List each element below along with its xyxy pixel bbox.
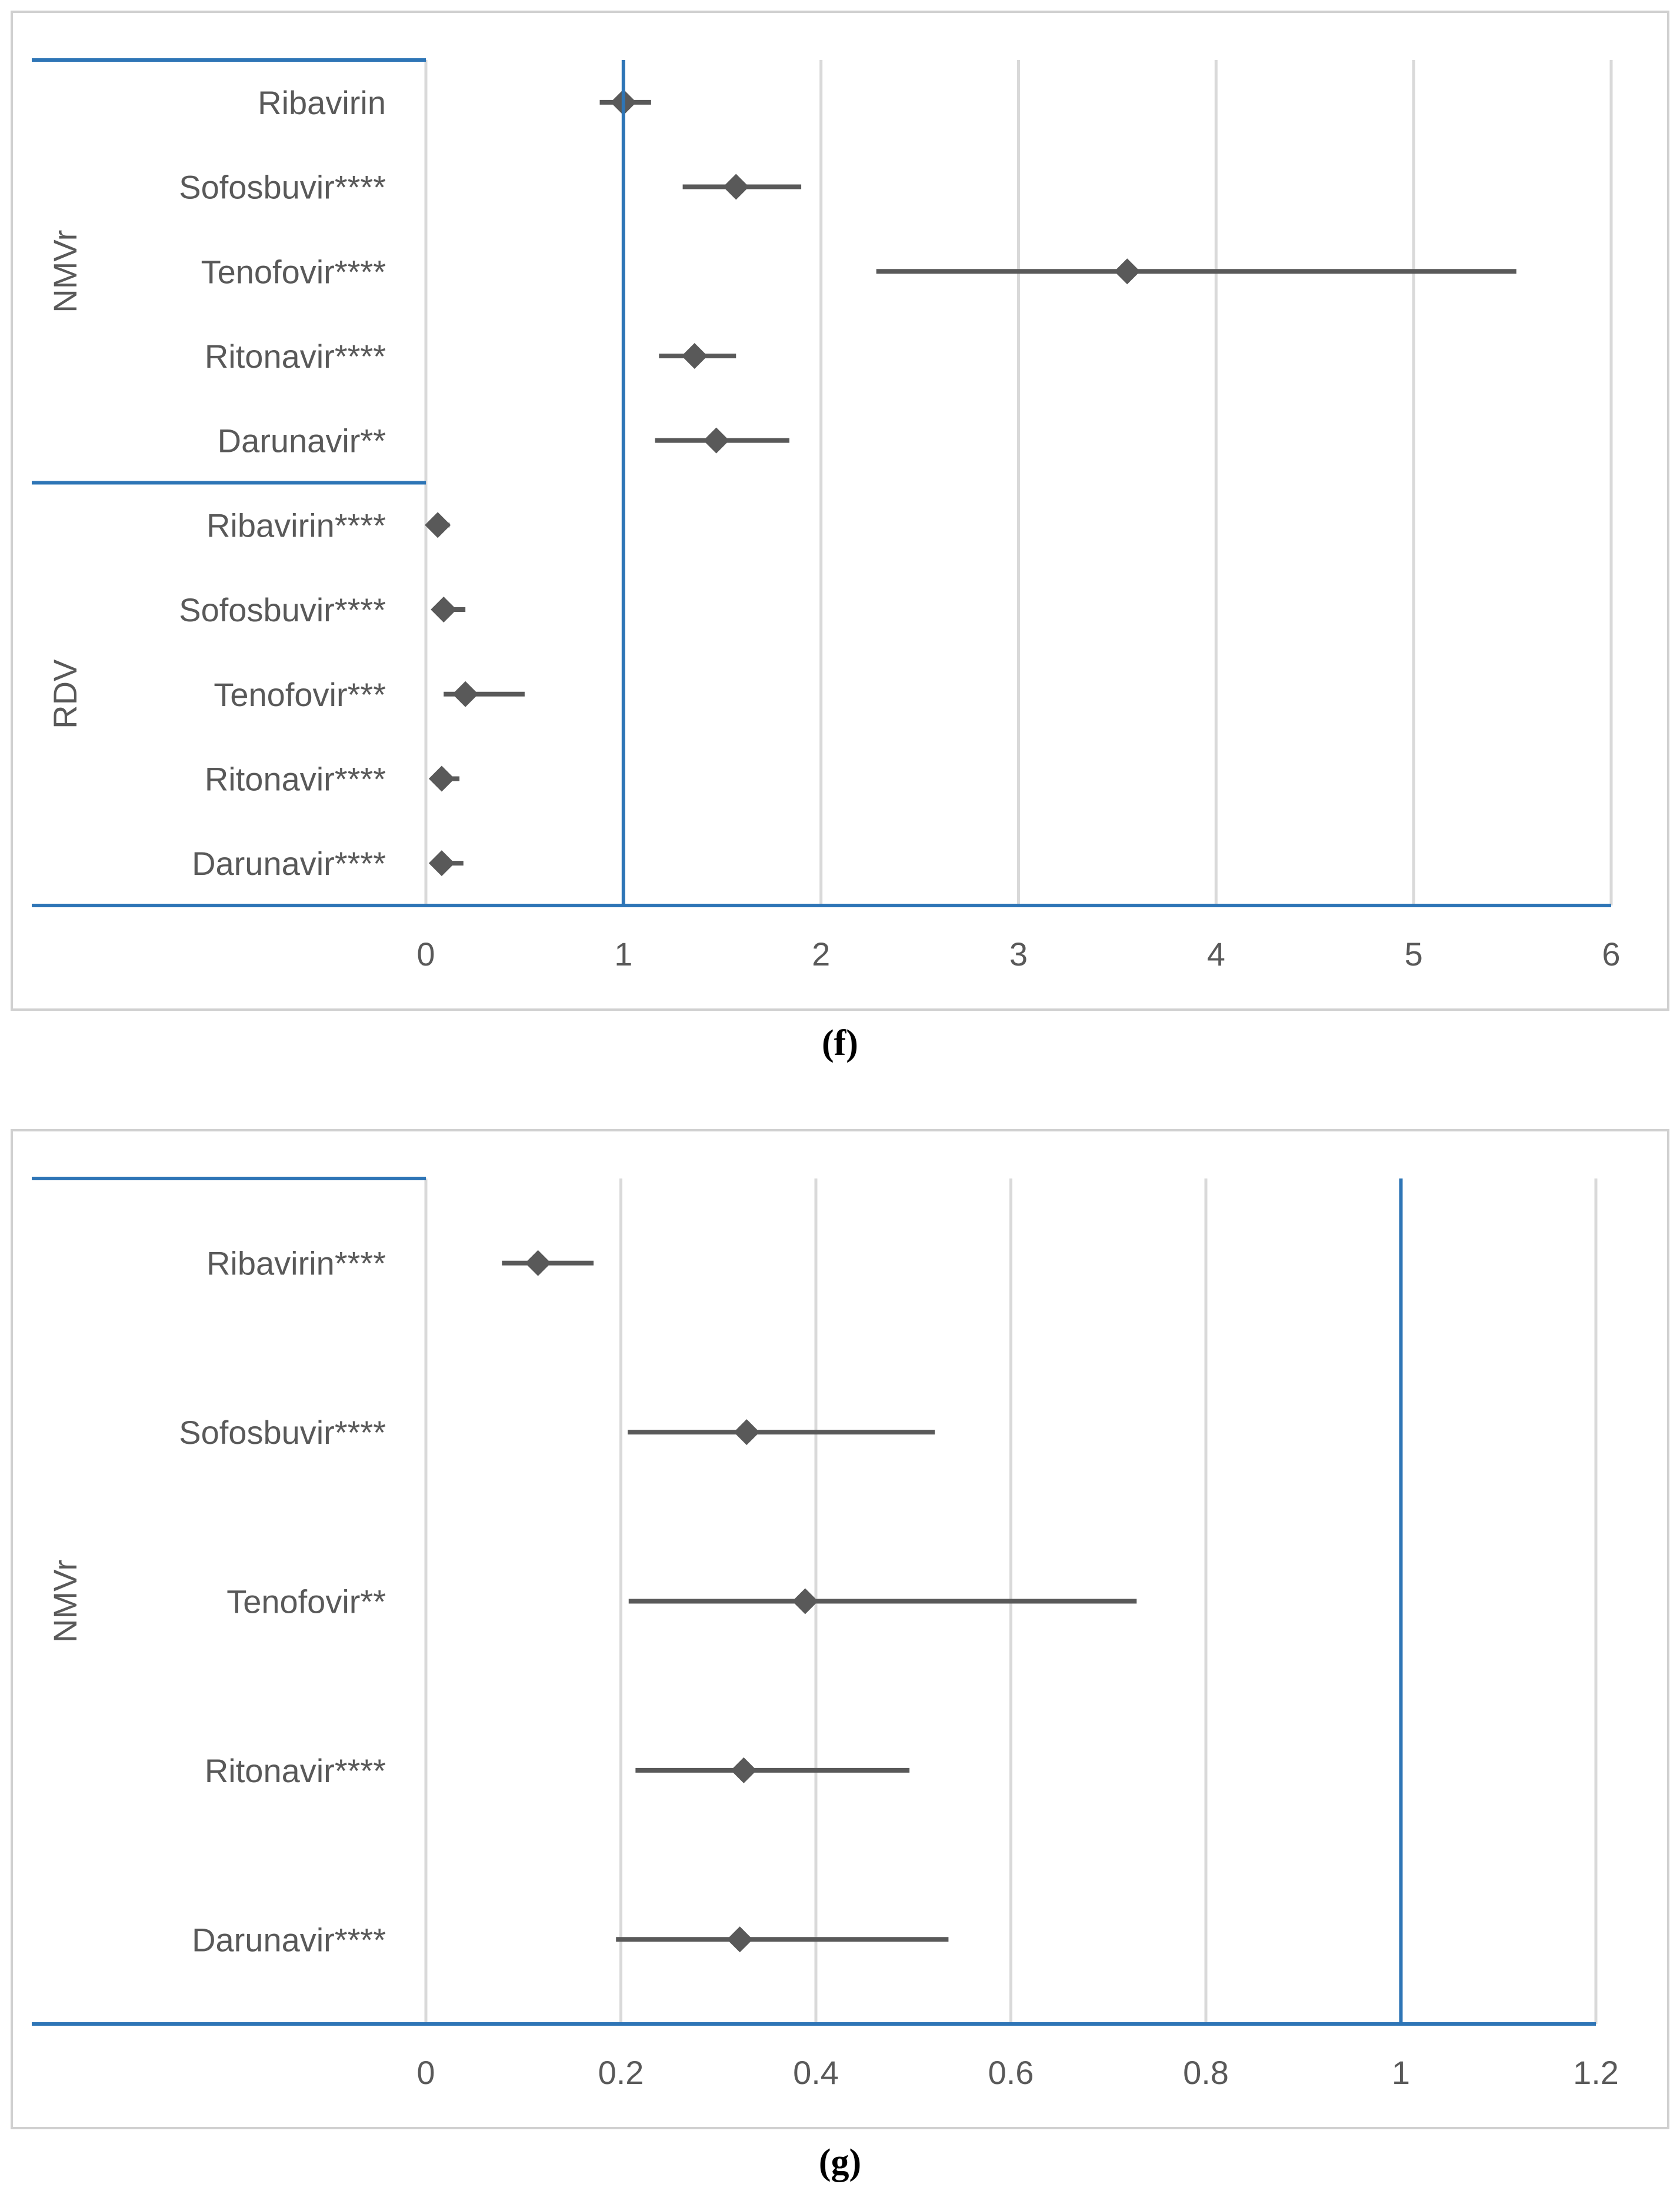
row-label: Sofosbuvir**** [179, 169, 386, 206]
chart-panel-f: 0 1 2 3 4 5 6 NMVr RDV Ribavirin Sofosbuvir**** Ten… [11, 11, 1669, 1011]
point-estimate-marker [731, 1757, 757, 1783]
row-label: Tenofovir** [226, 1583, 386, 1620]
point-estimate-marker [452, 681, 479, 707]
x-tick-label: 1.2 [1573, 2054, 1619, 2091]
point-estimate-marker [681, 342, 708, 369]
row-label: Sofosbuvir**** [179, 1414, 386, 1451]
point-estimate-marker [726, 1926, 753, 1953]
point-estimate-marker [431, 597, 457, 623]
point-estimate-marker [428, 850, 455, 877]
point-estimate-marker [428, 765, 455, 792]
x-tick-label: 1 [614, 935, 632, 973]
row-label: Ritonavir**** [205, 760, 386, 797]
row-label: Ritonavir**** [205, 1752, 386, 1789]
row-label: Darunavir** [218, 422, 386, 460]
row-label: Ribavirin**** [206, 1245, 386, 1282]
row-label: Tenofovir**** [201, 253, 386, 290]
row-label: Ritonavir**** [205, 338, 386, 375]
row-label: Sofosbuvir**** [179, 591, 386, 628]
x-tick-label: 5 [1405, 935, 1423, 973]
row-label: Darunavir**** [192, 1921, 386, 1958]
x-tick-label: 0.8 [1183, 2054, 1229, 2091]
caption-g: (g) [818, 2142, 862, 2182]
x-tick-label: 0 [416, 935, 435, 973]
chart-panel-g: 0 0.2 0.4 0.6 0.8 1 1.2 NMVr Ribavirin**** Sofosb… [11, 1129, 1669, 2129]
point-estimate-marker [723, 174, 749, 200]
x-tick-label: 3 [1009, 935, 1028, 973]
point-estimate-marker [703, 427, 729, 454]
row-label: Darunavir**** [192, 845, 386, 882]
forest-plot-f: 0 1 2 3 4 5 6 NMVr RDV Ribavirin Sofosbuvir**** Ten… [32, 58, 1621, 973]
point-estimate-marker [525, 1250, 551, 1276]
point-estimate-marker [425, 512, 451, 538]
x-tick-label: 0.2 [598, 2054, 644, 2091]
row-label: Ribavirin**** [206, 507, 386, 544]
x-tick-label: 6 [1602, 935, 1620, 973]
group-label-rdv: RDV [46, 659, 84, 729]
caption-f: (f) [822, 1023, 858, 1063]
x-tick-label: 0.6 [988, 2054, 1034, 2091]
point-estimate-marker [734, 1419, 760, 1446]
point-estimate-marker [792, 1588, 818, 1614]
point-estimate-marker [1114, 258, 1141, 285]
group-label-nmvr: NMVr [46, 230, 84, 313]
x-tick-label: 1 [1392, 2054, 1410, 2091]
group-label-nmvr: NMVr [46, 1560, 84, 1643]
x-tick-label: 0.4 [793, 2054, 839, 2091]
x-tick-label: 0 [416, 2054, 435, 2091]
x-tick-label: 2 [812, 935, 830, 973]
row-label: Tenofovir*** [214, 676, 386, 713]
forest-plot-g: 0 0.2 0.4 0.6 0.8 1 1.2 NMVr Ribavirin**** Sofosb… [32, 1177, 1619, 2091]
row-label: Ribavirin [258, 84, 386, 121]
x-tick-label: 4 [1207, 935, 1225, 973]
